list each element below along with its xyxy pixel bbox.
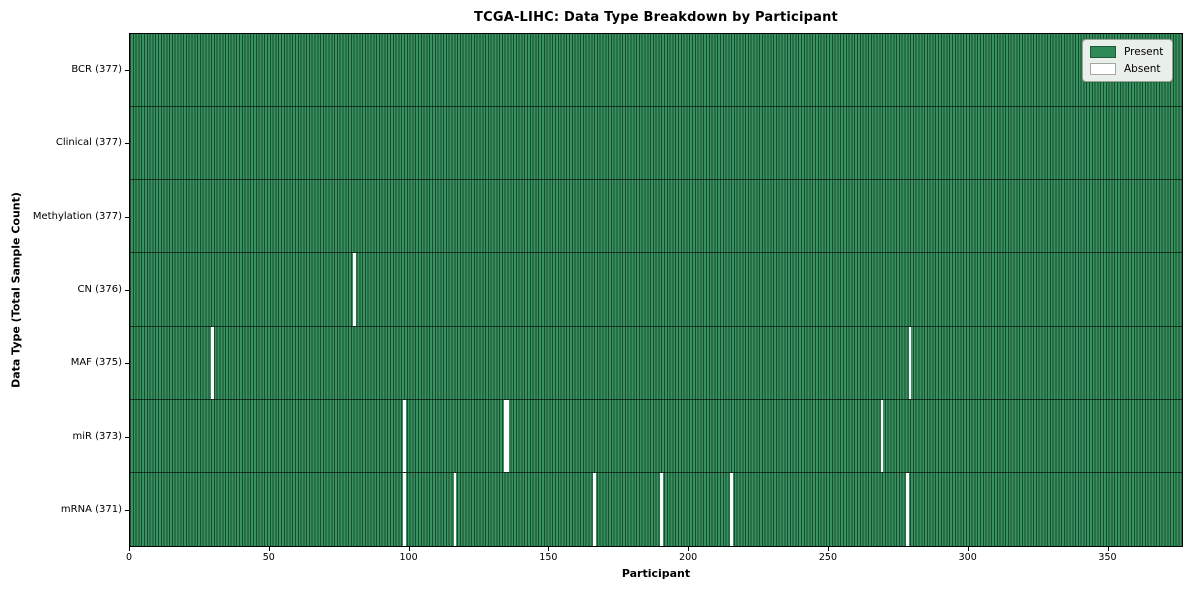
x-tick-label: 0 [125, 552, 133, 563]
y-tick-label-mrna: mRNA (371) [60, 504, 122, 516]
y-tick-label-maf: MAF (375) [70, 357, 122, 369]
legend-label: Present [1124, 46, 1164, 58]
legend-swatch-present [1090, 46, 1116, 58]
legend-swatch-absent [1090, 63, 1116, 75]
absent-cell-marker [453, 472, 457, 546]
x-tick-mark [688, 547, 690, 551]
x-tick-mark [827, 547, 829, 551]
absent-cell-marker [503, 399, 507, 472]
absent-cell-marker [593, 472, 596, 546]
x-tick-label: 250 [818, 552, 837, 563]
legend: Present Absent [1082, 39, 1174, 82]
heatmap-row-cn [130, 253, 1182, 327]
x-tick-label: 200 [679, 552, 698, 563]
y-tick-mark [125, 69, 129, 71]
y-tick-mark [125, 510, 129, 512]
x-tick-mark [268, 547, 270, 551]
absent-cell-marker [880, 399, 884, 472]
x-tick-label: 300 [958, 552, 977, 563]
heatmap-row-bcr [130, 34, 1182, 108]
absent-cell-marker [729, 472, 733, 546]
plot-area [129, 33, 1183, 547]
absent-cell-marker [353, 253, 357, 326]
absent-cell-marker [506, 399, 510, 472]
y-tick-label-clinical: Clinical (377) [55, 137, 122, 149]
heatmap-row-mrna [130, 472, 1182, 546]
heatmap-row-clinical [130, 107, 1182, 181]
absent-cell-marker [905, 472, 909, 546]
x-tick-mark [129, 547, 130, 551]
x-tick-mark [408, 547, 410, 551]
y-tick-label-methylation: Methylation (377) [32, 210, 122, 222]
legend-item-present: Present [1090, 46, 1163, 58]
heatmap-row-methylation [130, 180, 1182, 254]
absent-cell-marker [660, 472, 663, 546]
x-tick-label: 150 [539, 552, 558, 563]
legend-label: Absent [1124, 63, 1161, 75]
heatmap-row-mir [130, 399, 1182, 473]
y-tick-mark [125, 363, 129, 365]
x-tick-label: 50 [262, 552, 275, 563]
y-tick-label-bcr: BCR (377) [71, 63, 122, 75]
y-tick-mark [125, 216, 129, 218]
legend-item-absent: Absent [1090, 63, 1163, 75]
x-tick-label: 350 [1098, 552, 1117, 563]
heatmap-row-maf [130, 326, 1182, 400]
x-tick-mark [548, 547, 550, 551]
chart-title: TCGA-LIHC: Data Type Breakdown by Partic… [474, 10, 838, 25]
y-tick-mark [125, 143, 129, 145]
y-tick-mark [125, 290, 129, 291]
x-tick-mark [1107, 547, 1109, 551]
y-tick-label-mir: miR (373) [72, 430, 122, 442]
x-tick-mark [967, 547, 969, 551]
y-tick-mark [125, 436, 129, 438]
absent-cell-marker [403, 399, 407, 472]
y-tick-label-cn: CN (376) [77, 284, 122, 295]
x-tick-label: 100 [399, 552, 418, 563]
absent-cell-marker [210, 326, 214, 399]
x-axis-label: Participant [621, 567, 691, 580]
absent-cell-marker [403, 472, 407, 546]
absent-cell-marker [908, 326, 912, 399]
